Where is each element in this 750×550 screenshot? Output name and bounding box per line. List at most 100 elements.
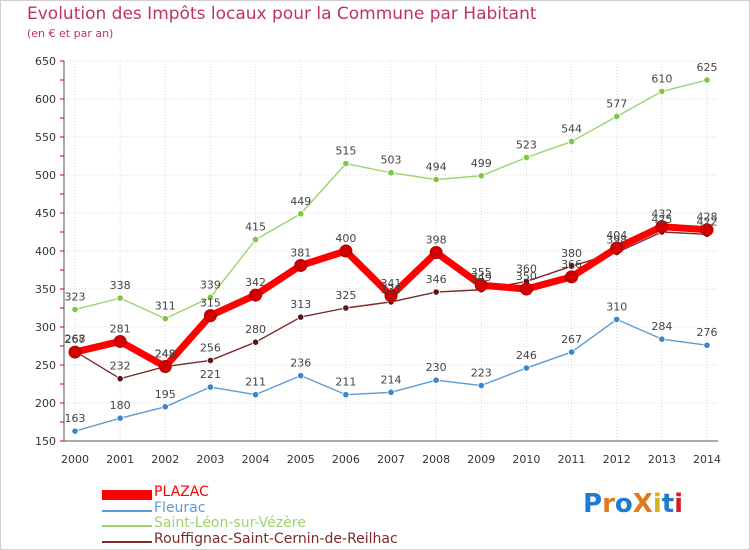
data-point	[610, 241, 624, 255]
y-tick-label: 350	[35, 283, 56, 296]
x-tick-label: 2012	[603, 453, 631, 466]
data-label: 248	[155, 348, 176, 361]
data-point	[387, 169, 395, 177]
data-label: 180	[110, 399, 131, 412]
data-label: 544	[561, 123, 582, 136]
data-point	[249, 288, 263, 302]
data-label: 223	[471, 367, 492, 380]
data-label: 400	[335, 232, 356, 245]
data-label: 398	[426, 234, 447, 247]
x-tick-label: 2008	[422, 453, 450, 466]
chart-subtitle: (en € et par an)	[27, 27, 114, 40]
data-point	[342, 304, 350, 312]
data-label: 499	[471, 157, 492, 170]
data-point	[206, 356, 215, 365]
data-label: 515	[335, 145, 356, 158]
data-point	[294, 258, 308, 272]
data-point	[432, 175, 440, 184]
data-label: 232	[110, 360, 131, 373]
data-point	[703, 76, 711, 84]
x-tick-label: 2006	[332, 453, 360, 466]
x-tick-label: 2003	[196, 453, 224, 466]
x-tick-label: 2011	[558, 453, 586, 466]
y-tick-label: 250	[35, 359, 56, 372]
y-tick-label: 150	[35, 435, 56, 448]
data-point	[116, 414, 124, 422]
data-label: 425	[651, 213, 672, 226]
data-label: 256	[200, 341, 221, 354]
y-tick-label: 200	[35, 397, 56, 410]
data-label: 349	[471, 271, 492, 284]
data-point	[342, 391, 350, 399]
logo-letter: t	[661, 489, 675, 519]
data-label: 625	[697, 61, 718, 74]
data-label: 523	[516, 139, 537, 152]
data-label: 267	[561, 333, 582, 346]
data-point	[567, 348, 576, 356]
data-label: 211	[245, 376, 266, 389]
data-label: 610	[651, 72, 672, 85]
data-point	[116, 375, 124, 383]
data-point	[522, 364, 531, 372]
data-label: 323	[65, 291, 86, 304]
legend-label: Fleurac	[154, 499, 206, 516]
data-label: 230	[426, 361, 447, 374]
data-label: 310	[606, 300, 627, 313]
y-tick-label: 650	[35, 55, 56, 68]
data-point	[567, 137, 576, 146]
data-label: 342	[245, 276, 266, 289]
data-label: 221	[200, 368, 221, 381]
logo-letter: X	[632, 489, 653, 519]
y-tick-label: 400	[35, 245, 56, 258]
data-point	[297, 313, 305, 321]
data-label: 339	[200, 278, 221, 291]
legend-label: PLAZAC	[154, 484, 209, 500]
data-label: 398	[606, 234, 627, 247]
data-label: 163	[65, 412, 86, 425]
data-label: 276	[697, 326, 718, 339]
data-point	[161, 315, 169, 323]
data-point	[655, 220, 669, 234]
data-point	[251, 391, 260, 399]
data-label: 236	[290, 357, 311, 370]
chart-title: Evolution des Impôts locaux pour la Comm…	[27, 4, 537, 24]
data-label: 325	[335, 289, 356, 302]
legend-swatch	[102, 525, 152, 527]
data-point	[113, 334, 127, 348]
data-point	[432, 376, 440, 384]
data-label: 280	[245, 323, 266, 336]
data-point	[522, 153, 531, 162]
x-tick-label: 2000	[61, 453, 89, 466]
data-point	[297, 372, 305, 380]
data-point	[658, 87, 666, 96]
data-point	[429, 246, 443, 260]
data-label: 432	[651, 208, 672, 221]
data-label: 246	[516, 349, 537, 362]
data-point	[203, 309, 217, 323]
data-point	[432, 288, 440, 296]
data-label: 346	[426, 273, 447, 286]
x-tick-label: 2002	[151, 453, 179, 466]
data-label: 311	[155, 300, 176, 313]
logo-letter: o	[614, 489, 633, 519]
data-point	[158, 360, 172, 374]
legend-swatch	[102, 490, 152, 500]
data-point	[339, 244, 353, 258]
data-point	[68, 345, 82, 359]
data-label: 338	[110, 279, 131, 292]
data-label: 333	[381, 283, 402, 296]
data-label: 428	[697, 211, 718, 224]
x-tick-label: 2013	[648, 453, 676, 466]
y-tick-label: 600	[35, 93, 56, 106]
data-point	[206, 383, 215, 391]
legend-label: Saint-Léon-sur-Vézère	[154, 515, 306, 531]
data-label: 315	[200, 297, 221, 310]
data-label: 381	[290, 246, 311, 259]
data-point	[658, 335, 666, 343]
data-label: 366	[561, 258, 582, 271]
data-label: 267	[65, 333, 86, 346]
data-label: 341	[381, 277, 402, 290]
logo-letter: i	[652, 489, 662, 519]
proxiti-logo: ProXiti	[583, 489, 683, 519]
